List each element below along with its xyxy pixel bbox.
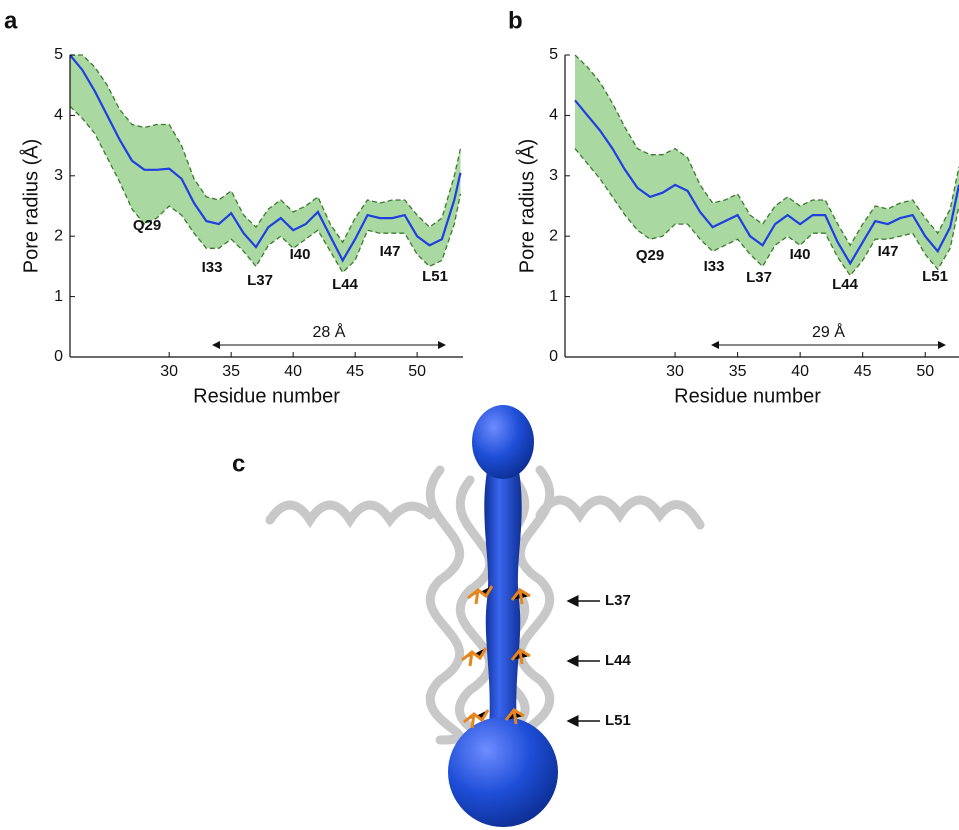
y-tick-label: 2 — [549, 227, 558, 244]
y-tick-label: 2 — [54, 227, 63, 244]
residue-annotation: L37 — [247, 272, 273, 289]
x-tick-label: 45 — [346, 363, 364, 380]
y-tick-label: 5 — [549, 46, 558, 63]
residue-annotation: Q29 — [636, 247, 664, 264]
x-tick-label: 45 — [854, 363, 872, 380]
y-axis-label: Pore radius (Å) — [19, 139, 42, 274]
band-upper — [574, 54, 959, 247]
x-tick-label: 30 — [666, 363, 684, 380]
plot-area — [70, 54, 462, 274]
residue-annotation: I33 — [202, 259, 223, 276]
label-arrows — [566, 595, 600, 727]
panel-label: a — [4, 7, 18, 34]
band-upper — [70, 54, 462, 244]
mean-line — [70, 54, 462, 263]
x-tick-label: 35 — [222, 363, 240, 380]
pore-bulb — [472, 405, 534, 479]
y-tick-label: 1 — [54, 288, 63, 305]
y-tick-label: 0 — [54, 348, 63, 365]
residue-annotation: L44 — [332, 276, 359, 293]
residue-annotation: I40 — [290, 246, 311, 263]
residue-annotation: L37 — [746, 269, 772, 286]
mean-line — [574, 99, 959, 266]
residue-annotation: I47 — [380, 243, 401, 260]
y-tick-label: 4 — [54, 107, 63, 124]
residue-annotation: Q29 — [133, 217, 161, 234]
y-tick-label: 0 — [549, 348, 558, 365]
residue-label: L37 — [605, 592, 631, 609]
x-tick-label: 35 — [729, 363, 747, 380]
residue-label: L44 — [605, 652, 632, 669]
residue-annotation: I33 — [704, 258, 725, 275]
residue-annotation: I40 — [790, 246, 811, 263]
x-tick-label: 50 — [916, 363, 934, 380]
x-tick-label: 50 — [408, 363, 426, 380]
y-tick-label: 4 — [549, 107, 558, 124]
residue-annotation: L44 — [832, 276, 859, 293]
pore-sphere — [448, 717, 558, 827]
plot-area — [574, 54, 959, 277]
y-tick-label: 5 — [54, 46, 63, 63]
x-axis-label: Residue number — [674, 385, 821, 407]
band-lower — [70, 105, 462, 274]
band — [70, 55, 461, 273]
x-tick-label: 40 — [791, 363, 809, 380]
band — [575, 55, 959, 276]
residue-annotation: I47 — [878, 243, 899, 260]
panel-label: b — [508, 7, 523, 34]
y-tick-label: 1 — [549, 288, 558, 305]
residue-annotation: L51 — [422, 268, 448, 285]
y-tick-label: 3 — [549, 167, 558, 184]
x-tick-label: 30 — [160, 363, 178, 380]
pore-structure: L37 L44 L51 — [265, 405, 705, 827]
residue-annotation: L51 — [922, 268, 948, 285]
x-axis-label: Residue number — [193, 385, 340, 407]
y-tick-label: 3 — [54, 167, 63, 184]
residue-label: L51 — [605, 712, 631, 729]
span-label: 29 Å — [812, 322, 845, 341]
y-axis-label: Pore radius (Å) — [515, 139, 538, 274]
side-chains — [461, 585, 531, 729]
pore-tube — [484, 465, 522, 740]
panel-label: c — [232, 450, 245, 477]
span-label: 28 Å — [313, 322, 346, 341]
x-tick-label: 40 — [284, 363, 302, 380]
band-lower — [574, 148, 959, 277]
